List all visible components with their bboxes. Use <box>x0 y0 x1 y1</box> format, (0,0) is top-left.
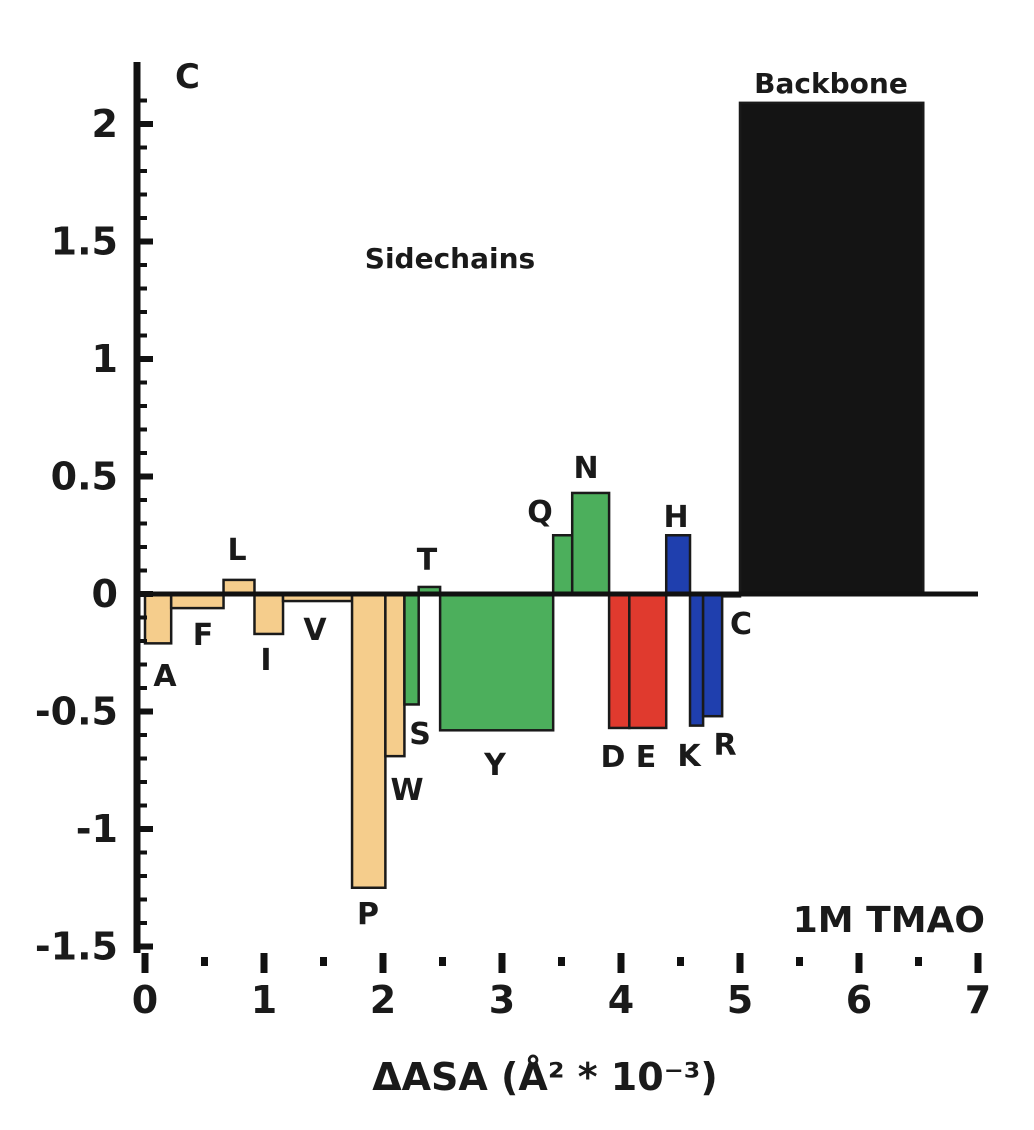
panel-label: C <box>175 57 200 97</box>
bar-label-s: S <box>409 717 431 752</box>
bar-n <box>570 491 611 596</box>
bar-label-q: Q <box>527 495 553 530</box>
bar-label-h: H <box>663 500 688 535</box>
y-tick-label: 0 <box>92 572 118 616</box>
x-minor-tick <box>796 957 803 966</box>
bar-label-l: L <box>227 533 246 568</box>
x-tick-label: 3 <box>489 978 515 1022</box>
x-tick-label: 1 <box>251 978 277 1022</box>
x-minor-tick <box>558 957 565 966</box>
bar-label-f: F <box>193 618 214 653</box>
bar-s <box>403 592 420 706</box>
bar-label-n: N <box>573 451 598 486</box>
x-tick-label: 2 <box>370 978 396 1022</box>
bar-a <box>143 592 173 645</box>
bar-r <box>701 592 724 718</box>
labels-layer: AF L IV P WS T Y QN D E H K R C Backbone <box>153 67 907 932</box>
bar-label-a: A <box>153 659 177 694</box>
x-tick-label: 5 <box>727 978 753 1022</box>
bars-layer <box>143 101 925 889</box>
x-minor-tick <box>201 957 208 966</box>
bar-label-p: P <box>357 897 379 932</box>
x-minor-tick <box>439 957 446 966</box>
bar-label-y: Y <box>483 748 507 783</box>
y-tick-label: 1.5 <box>51 220 118 264</box>
bar-label-i: I <box>260 643 271 678</box>
axes-layer: -1.5 -1 -0.5 0 0.5 1 1.5 2 0 1 2 3 4 5 6 7 <box>35 62 991 1022</box>
x-tick-label: 4 <box>608 978 634 1022</box>
bar-w <box>384 592 406 758</box>
bar-label-r: R <box>713 728 736 763</box>
bar-label-w: W <box>390 773 423 808</box>
bar-y <box>438 592 555 732</box>
x-minor-tick <box>915 957 922 966</box>
y-tick-label: 2 <box>92 102 118 146</box>
y-tick-label: 0.5 <box>51 455 118 499</box>
x-tick-label: 7 <box>965 978 991 1022</box>
bar-label-k: K <box>677 739 702 774</box>
bar-label-v: V <box>303 613 327 648</box>
bar-k <box>688 592 705 727</box>
x-tick-label: 0 <box>132 978 158 1022</box>
bar-d <box>607 592 631 730</box>
y-tick-label: -1 <box>76 807 118 851</box>
bar-backbone <box>738 101 925 596</box>
y-tick-label: -1.5 <box>35 925 118 969</box>
y-tick-label: 1 <box>92 337 118 381</box>
bar-label-e: E <box>636 740 657 775</box>
bar-p <box>350 592 387 889</box>
bar-label-backbone: Backbone <box>754 67 908 100</box>
x-minor-tick <box>677 957 684 966</box>
bar-e <box>628 592 668 730</box>
x-tick-label: 6 <box>846 978 872 1022</box>
bar-label-d: D <box>601 740 626 775</box>
bar-h <box>664 534 692 596</box>
bar-label-t: T <box>417 543 438 578</box>
condition-annotation: 1M TMAO <box>793 900 985 941</box>
x-axis-title: ΔASA (Å² * 10⁻³) <box>372 1055 718 1099</box>
y-tick-label: -0.5 <box>35 690 118 734</box>
sidechains-annotation: Sidechains <box>365 242 535 275</box>
x-minor-tick <box>320 957 327 966</box>
bar-q <box>551 534 574 596</box>
bar-i <box>253 592 285 636</box>
bar-label-c: C <box>730 607 752 642</box>
